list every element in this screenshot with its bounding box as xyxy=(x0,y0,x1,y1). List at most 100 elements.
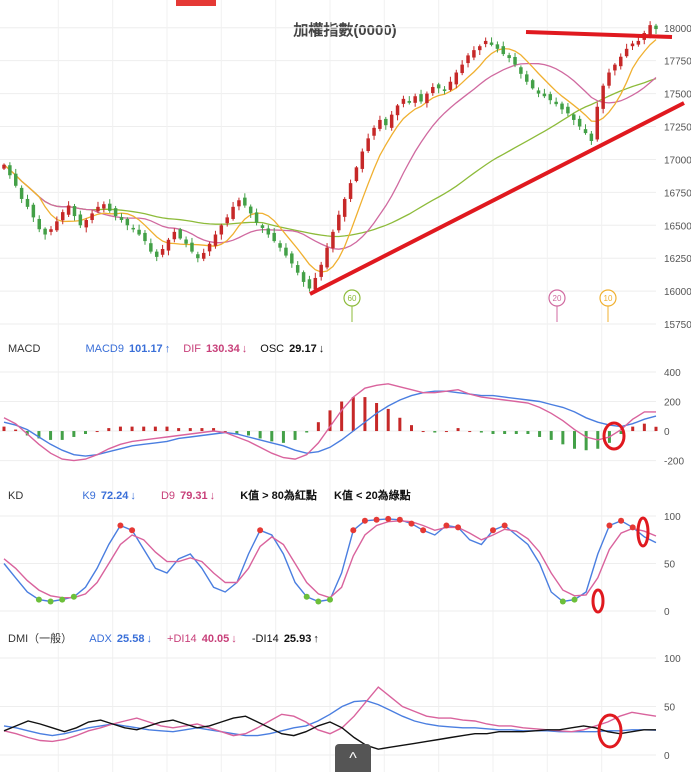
osc-bar xyxy=(631,426,635,432)
osc-bar xyxy=(223,431,227,433)
indicator-y-tick-label: 0 xyxy=(664,751,670,762)
kd-green-dot xyxy=(327,596,333,603)
candle-body xyxy=(613,64,617,71)
macd-header: MACD MACD9 101.17 ↑ DIF 130.34 ↓ OSC 29.17… xyxy=(8,343,326,361)
kd-note-green: K值 < 20為綠點 xyxy=(333,490,411,502)
mdi-value: 25.93 xyxy=(283,633,312,645)
candle-body xyxy=(595,106,600,140)
dmi-header: DMI（一般） ADX 25.58 ↓ +DI14 40.05 ↓ -DI14 25… xyxy=(8,630,321,648)
osc-bar xyxy=(95,431,99,433)
osc-bar xyxy=(433,431,437,433)
osc-bar xyxy=(503,431,507,434)
candle-body xyxy=(266,228,271,235)
candle-body xyxy=(172,231,177,240)
osc-bar xyxy=(421,431,425,433)
macd9-line xyxy=(3,390,657,457)
osc-bar xyxy=(375,403,379,432)
osc-bar xyxy=(305,431,309,433)
indicator-y-tick-label: 0 xyxy=(664,427,670,438)
candle-body xyxy=(78,214,83,226)
osc-bar xyxy=(281,431,285,443)
osc-bar xyxy=(165,426,169,432)
candle-body xyxy=(448,81,453,90)
indicator-y-tick-label: 50 xyxy=(664,703,676,714)
candle-body xyxy=(536,90,541,94)
candle-body xyxy=(401,98,406,104)
indicator-y-tick-label: -200 xyxy=(664,457,684,468)
candle-body xyxy=(577,118,582,127)
d9-value: 79.31 xyxy=(180,490,208,502)
candle-body xyxy=(31,204,36,218)
candle-body xyxy=(8,165,12,176)
candle-body xyxy=(442,89,447,91)
kd-green-dot xyxy=(47,598,54,605)
candle-body xyxy=(519,67,523,74)
osc-bar xyxy=(654,426,658,432)
candle-body xyxy=(166,239,171,251)
annotation-circle xyxy=(591,588,605,614)
indicator-y-tick-label: 100 xyxy=(664,654,681,665)
chart-title: 加權指數(0000) xyxy=(292,21,396,39)
osc-label: OSC xyxy=(260,343,285,355)
candle-body xyxy=(219,225,224,235)
candle-body xyxy=(14,173,18,186)
candle-body xyxy=(483,40,488,45)
kd-red-dot xyxy=(350,527,357,534)
candle-body xyxy=(66,205,71,215)
ma-marker-label: 10 xyxy=(604,294,613,303)
candle-body xyxy=(501,46,506,55)
ma20-line xyxy=(3,62,657,250)
macd9-label: MACD9 xyxy=(85,343,124,355)
kd-red-dot xyxy=(385,515,392,522)
kd-green-dot xyxy=(59,596,66,603)
osc-bar xyxy=(468,431,472,433)
candle-body xyxy=(119,217,124,221)
kd-red-dot xyxy=(618,517,625,524)
osc-bar xyxy=(526,431,530,434)
osc-bar xyxy=(410,425,413,432)
candle-body xyxy=(137,229,141,235)
candle-body xyxy=(572,114,576,120)
candle-body xyxy=(49,229,53,232)
indicator-y-tick-label: 50 xyxy=(664,560,676,571)
k9-arrow: ↓ xyxy=(130,490,136,502)
ma10-line xyxy=(3,39,657,273)
osc-bar xyxy=(14,429,18,432)
candle-body xyxy=(196,254,200,259)
candle-body xyxy=(160,248,165,255)
annotation-circle xyxy=(636,516,650,548)
kd-red-dot xyxy=(117,522,124,529)
osc-bar xyxy=(491,431,495,434)
candle-body xyxy=(284,247,288,256)
osc-bar xyxy=(351,397,355,432)
candle-body xyxy=(342,198,347,217)
mdi-label: -DI14 xyxy=(251,633,279,645)
candle-body xyxy=(478,46,482,51)
candle-body xyxy=(489,42,494,45)
candle-body xyxy=(648,25,652,36)
kd-red-dot xyxy=(129,527,136,534)
price-y-tick-label: 17500 xyxy=(664,90,691,101)
osc-bar xyxy=(642,423,646,432)
kd-red-dot xyxy=(455,524,462,531)
d9-arrow: ↓ xyxy=(209,490,216,502)
osc-bar xyxy=(72,431,76,437)
candle-body xyxy=(325,247,329,268)
macd-lines xyxy=(3,383,657,462)
candle-body xyxy=(207,243,212,252)
osc-bar xyxy=(258,431,262,439)
price-y-ticks: 18000 17750 17500 17250 17000 16750 16500 16250… xyxy=(664,24,691,331)
candle-body xyxy=(102,204,106,209)
candle-body xyxy=(607,72,611,86)
candle-body xyxy=(495,44,500,49)
osc-bar xyxy=(386,408,390,432)
adx-value: 25.58 xyxy=(116,633,145,645)
price-y-tick-label: 17750 xyxy=(664,57,691,68)
osc-bar xyxy=(398,417,402,432)
candle-body xyxy=(313,277,318,290)
candle-body xyxy=(307,279,312,289)
chevron-up-icon: ^ xyxy=(349,750,357,767)
scroll-up-button[interactable]: ^ xyxy=(335,744,371,772)
candle-body xyxy=(154,251,159,257)
